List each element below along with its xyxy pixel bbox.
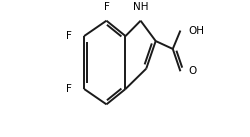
Text: NH: NH: [132, 2, 148, 12]
Text: OH: OH: [188, 25, 204, 35]
Text: F: F: [103, 2, 109, 12]
Text: O: O: [188, 66, 196, 76]
Text: F: F: [66, 84, 71, 94]
Text: F: F: [66, 31, 71, 41]
